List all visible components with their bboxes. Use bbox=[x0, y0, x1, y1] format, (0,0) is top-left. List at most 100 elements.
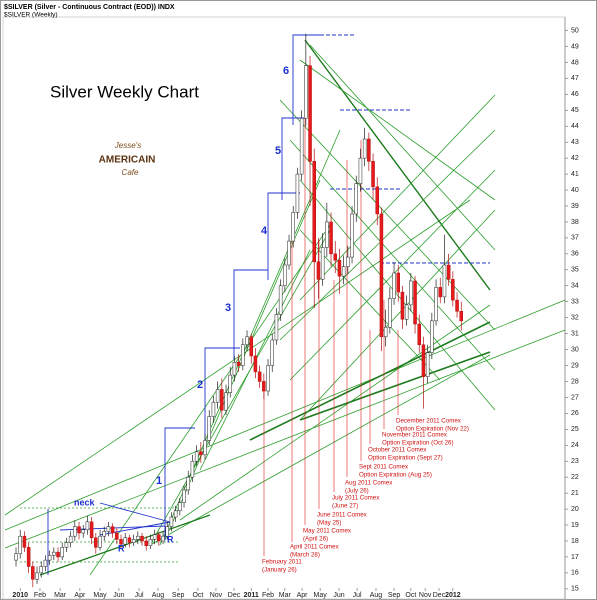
candle-body bbox=[459, 311, 464, 322]
candle-body bbox=[60, 547, 64, 558]
candle-body bbox=[26, 547, 31, 567]
step-line bbox=[281, 117, 305, 200]
y-tick-label: 42 bbox=[571, 155, 579, 162]
candle-body bbox=[253, 355, 258, 373]
candle-body bbox=[304, 65, 308, 119]
expiration-label: (May 25) bbox=[317, 520, 341, 527]
candle-body bbox=[215, 389, 220, 403]
candle-body bbox=[98, 535, 102, 548]
candle-body bbox=[115, 532, 119, 540]
candle-body bbox=[270, 339, 274, 366]
candle-body bbox=[278, 285, 283, 315]
candle-body bbox=[308, 65, 312, 162]
candle-body bbox=[77, 526, 81, 534]
candle-body bbox=[56, 551, 60, 558]
x-tick-label: Sep bbox=[172, 592, 185, 599]
candle-body bbox=[182, 489, 186, 503]
candle-body bbox=[291, 212, 295, 242]
candle-body bbox=[203, 440, 207, 456]
candle-body bbox=[337, 259, 342, 277]
candle-body bbox=[262, 381, 266, 392]
y-tick-label: 47 bbox=[571, 75, 579, 82]
expiration-label: (July 26) bbox=[345, 488, 369, 495]
y-tick-label: 30 bbox=[571, 346, 579, 353]
wave-label: 3 bbox=[225, 302, 231, 314]
trendline bbox=[289, 139, 496, 371]
candle-body bbox=[451, 279, 455, 301]
expiration-label: July 2011 Comex bbox=[332, 495, 380, 502]
expiration-label: June 2011 Comex bbox=[317, 512, 368, 519]
x-tick-label: 2012 bbox=[445, 592, 461, 599]
candle-body bbox=[287, 240, 291, 266]
logo-text: Cafe bbox=[122, 168, 139, 177]
x-tick-label: Dec bbox=[228, 592, 241, 599]
x-tick-label: Feb bbox=[34, 592, 46, 599]
y-tick-label: 35 bbox=[571, 267, 579, 274]
candle-body bbox=[85, 521, 90, 531]
step-line bbox=[164, 427, 195, 540]
logo-text: Jesse's bbox=[114, 141, 141, 150]
x-tick-label: May bbox=[314, 592, 328, 599]
y-tick-label: 18 bbox=[571, 538, 579, 545]
x-tick-label: Apr bbox=[74, 592, 86, 599]
step-line bbox=[292, 34, 320, 125]
expiration-label: Option Expiration (Aug 25) bbox=[359, 472, 432, 479]
y-tick-label: 23 bbox=[571, 458, 579, 465]
trendline bbox=[4, 329, 566, 549]
candle-body bbox=[320, 247, 325, 280]
step-line bbox=[267, 192, 300, 280]
logo-text: AMERICAIN bbox=[99, 155, 156, 166]
x-tick-label: Feb bbox=[262, 592, 274, 599]
y-tick-label: 16 bbox=[571, 570, 579, 577]
candle-body bbox=[400, 291, 405, 320]
candle-body bbox=[52, 551, 56, 556]
candle-body bbox=[199, 451, 203, 456]
candle-body bbox=[106, 526, 111, 532]
candle-body bbox=[18, 535, 22, 554]
expiration-label: (March 28) bbox=[290, 552, 320, 559]
trendline bbox=[179, 304, 491, 521]
candle-body bbox=[421, 344, 426, 377]
x-tick-label: Mar bbox=[279, 592, 292, 599]
candle-body bbox=[442, 264, 447, 298]
x-tick-label: May bbox=[93, 592, 107, 599]
x-tick-label: Nov bbox=[419, 592, 432, 599]
candle-body bbox=[35, 572, 39, 580]
candle-body bbox=[228, 374, 232, 393]
candle-body bbox=[102, 531, 106, 537]
expiration-label: May 2011 Comex bbox=[303, 528, 352, 535]
candle-body bbox=[148, 539, 153, 547]
candle-body bbox=[14, 553, 18, 561]
candle-body bbox=[434, 287, 438, 322]
trendline bbox=[89, 224, 331, 576]
candle-body bbox=[211, 401, 216, 417]
y-tick-label: 34 bbox=[571, 283, 579, 290]
candle-body bbox=[152, 534, 157, 540]
candle-body bbox=[299, 118, 304, 175]
candle-body bbox=[333, 253, 337, 261]
candle-body bbox=[379, 213, 384, 338]
header-line: $SILVER (Weekly) bbox=[4, 12, 58, 19]
trendline bbox=[4, 299, 566, 531]
trendline bbox=[279, 129, 496, 341]
x-tick-label: Jun bbox=[113, 592, 124, 599]
candle-body bbox=[446, 264, 451, 280]
trendline bbox=[299, 59, 496, 201]
candle-body bbox=[367, 138, 371, 162]
candle-body bbox=[123, 537, 127, 545]
y-tick-label: 19 bbox=[571, 522, 579, 529]
candle-body bbox=[73, 526, 77, 537]
candle-body bbox=[68, 535, 73, 543]
x-tick-label: Aug bbox=[152, 592, 165, 599]
trendline bbox=[149, 354, 491, 546]
candle-body bbox=[31, 566, 35, 580]
expiration-label: (January 26) bbox=[262, 567, 297, 574]
candle-body bbox=[194, 451, 199, 462]
step-line bbox=[233, 269, 268, 360]
expiration-label: Option Expiration (Oct 26) bbox=[382, 440, 454, 447]
x-tick-label: Dec bbox=[433, 592, 446, 599]
y-tick-label: 32 bbox=[571, 314, 579, 321]
trendline bbox=[299, 179, 496, 411]
